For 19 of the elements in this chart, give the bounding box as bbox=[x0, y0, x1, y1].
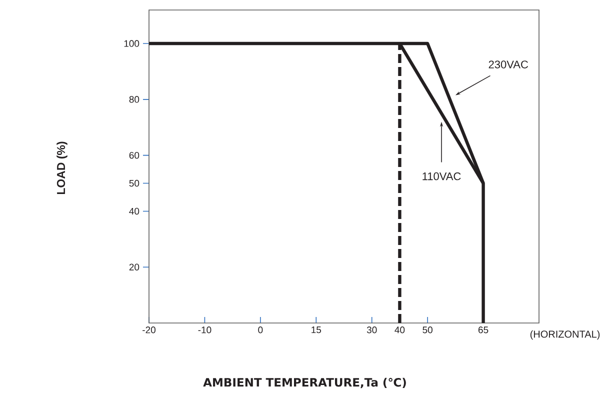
text: (HORIZONTAL) bbox=[530, 330, 600, 340]
text: 230VAC bbox=[488, 60, 528, 68]
x-tick-label: -20 bbox=[142, 326, 156, 334]
x-tick-label: 15 bbox=[312, 326, 322, 334]
x-tick-label: 65 bbox=[478, 326, 488, 334]
x-tick-label: 30 bbox=[366, 326, 377, 334]
y-tick-label: 60 bbox=[129, 152, 140, 159]
y-axis-title: LOAD (%) bbox=[56, 142, 68, 194]
y-tick-label: 40 bbox=[129, 208, 140, 215]
y-tick-label: 100 bbox=[124, 40, 140, 47]
x-tick-label: 40 bbox=[394, 326, 405, 334]
x-tick-label: 0 bbox=[258, 326, 263, 334]
series-label: 110VAC bbox=[422, 172, 461, 180]
y-tick-label: 20 bbox=[129, 264, 140, 270]
x-tick-label: 50 bbox=[422, 326, 432, 334]
y-tick-label: 50 bbox=[129, 180, 140, 187]
x-tick-label: -10 bbox=[198, 326, 212, 334]
y-tick-label: 80 bbox=[129, 96, 140, 103]
x-axis-title: AMBIENT TEMPERATURE,Ta (℃) bbox=[203, 378, 406, 388]
